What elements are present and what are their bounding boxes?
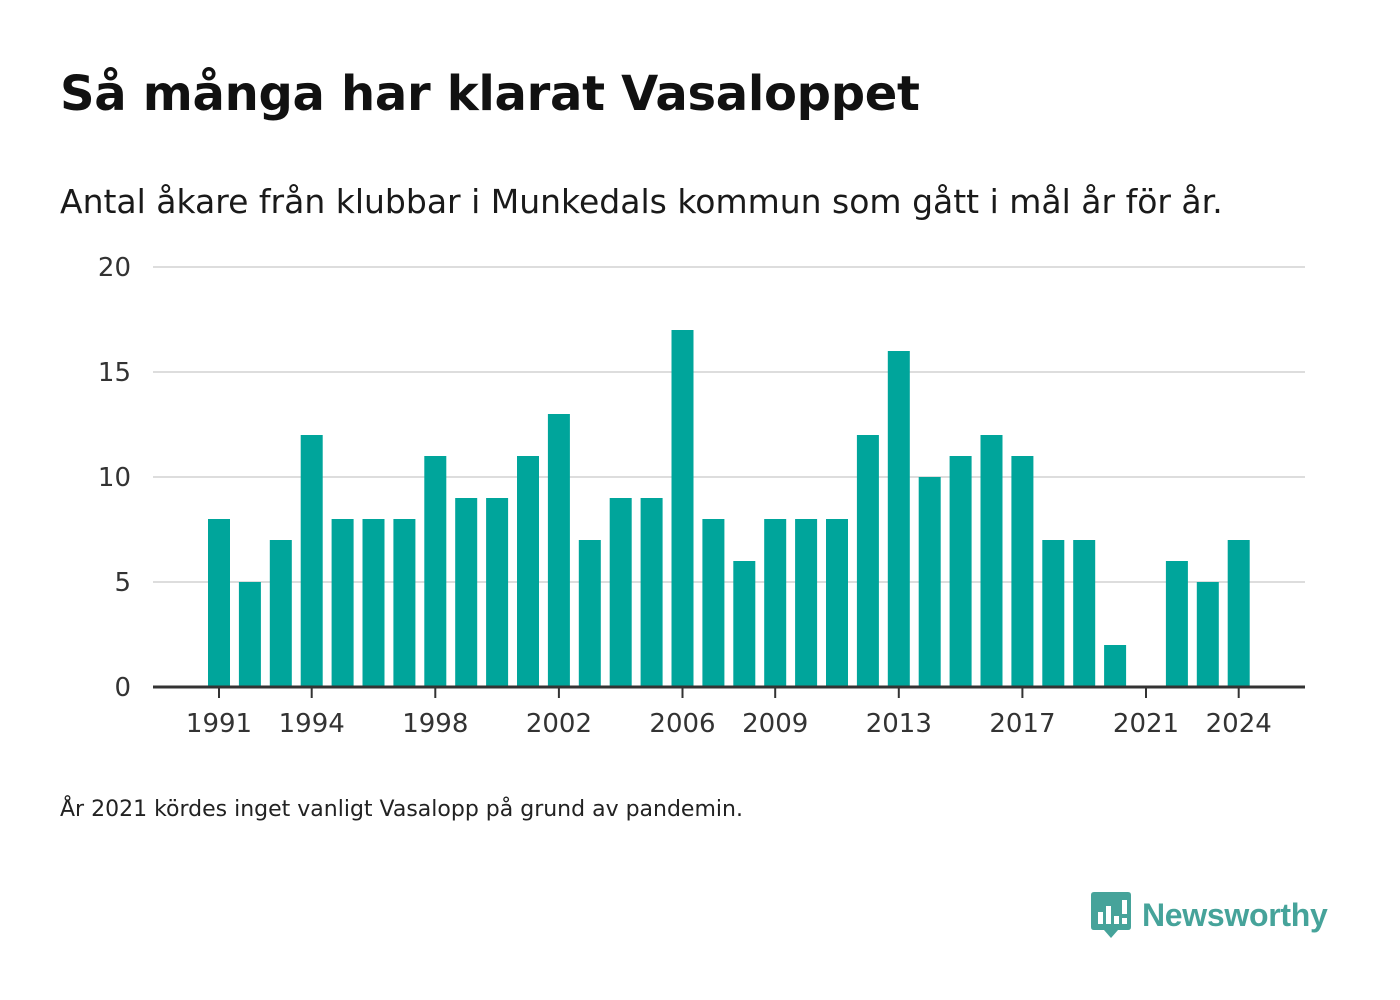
bar-2015 [949,456,972,687]
bar-2018 [1042,540,1065,687]
x-tick-label: 1991 [186,709,252,739]
bar-chart: 0 5 10 15 20 1991 1994 1998 2002 2006 2009 2013 2017… [98,253,1305,739]
bar-1998 [424,456,447,687]
bar-2003 [578,540,601,687]
x-tick-label: 2024 [1206,709,1272,739]
y-tick-label: 10 [98,463,131,493]
x-tick-label: 2006 [649,709,715,739]
bar-2001 [517,456,539,687]
bar-2011 [826,519,848,687]
bar-1992 [238,582,261,687]
bar-2006 [671,330,694,687]
bar-2009 [764,519,787,687]
brand-name: Newsworthy [1142,896,1328,933]
x-tick-label: 2017 [989,709,1055,739]
axes: 0 5 10 15 20 1991 1994 1998 2002 2006 2009 2013 2017… [98,253,1305,739]
bar-2017 [1011,456,1034,687]
newsworthy-logo-icon [1091,892,1131,938]
bars [208,330,1250,687]
bar-1997 [393,519,416,687]
x-tick-label: 2009 [742,709,808,739]
x-tick-label: 1998 [402,709,468,739]
bar-2020 [1104,645,1127,687]
y-tick-label: 15 [98,358,131,388]
y-tick-label: 20 [98,253,131,283]
bar-1999 [455,498,478,687]
x-tick-label: 1994 [279,709,345,739]
bar-2004 [609,498,632,687]
footnote: År 2021 kördes inget vanligt Vasalopp på… [60,797,743,822]
bar-2024 [1227,540,1250,687]
bar-1991 [208,519,230,687]
bar-1996 [362,519,385,687]
bar-2000 [486,498,509,687]
bar-2023 [1196,582,1219,687]
bar-1994 [300,435,323,687]
bar-1993 [269,540,292,687]
bar-2022 [1165,561,1188,687]
bar-2012 [856,435,879,687]
x-tick-label: 2013 [866,709,932,739]
bar-1995 [331,519,354,687]
newsworthy-logo: Newsworthy [1090,890,1328,940]
y-tick-label: 0 [114,673,131,703]
bar-2016 [980,435,1003,687]
bar-2007 [702,519,725,687]
bar-2013 [887,351,910,687]
bar-2014 [918,477,941,687]
x-tick-label: 2002 [526,709,592,739]
bar-2002 [547,414,570,687]
y-tick-label: 5 [114,568,131,598]
x-tick-label: 2021 [1113,709,1179,739]
bar-2010 [795,519,818,687]
chart-subtitle: Antal åkare från klubbar i Munkedals kom… [60,182,1223,221]
grid-lines [153,266,1305,583]
chart-title: Så många har klarat Vasaloppet [60,66,920,122]
bar-2008 [733,561,756,687]
bar-2005 [640,498,663,687]
bar-2019 [1073,540,1096,687]
